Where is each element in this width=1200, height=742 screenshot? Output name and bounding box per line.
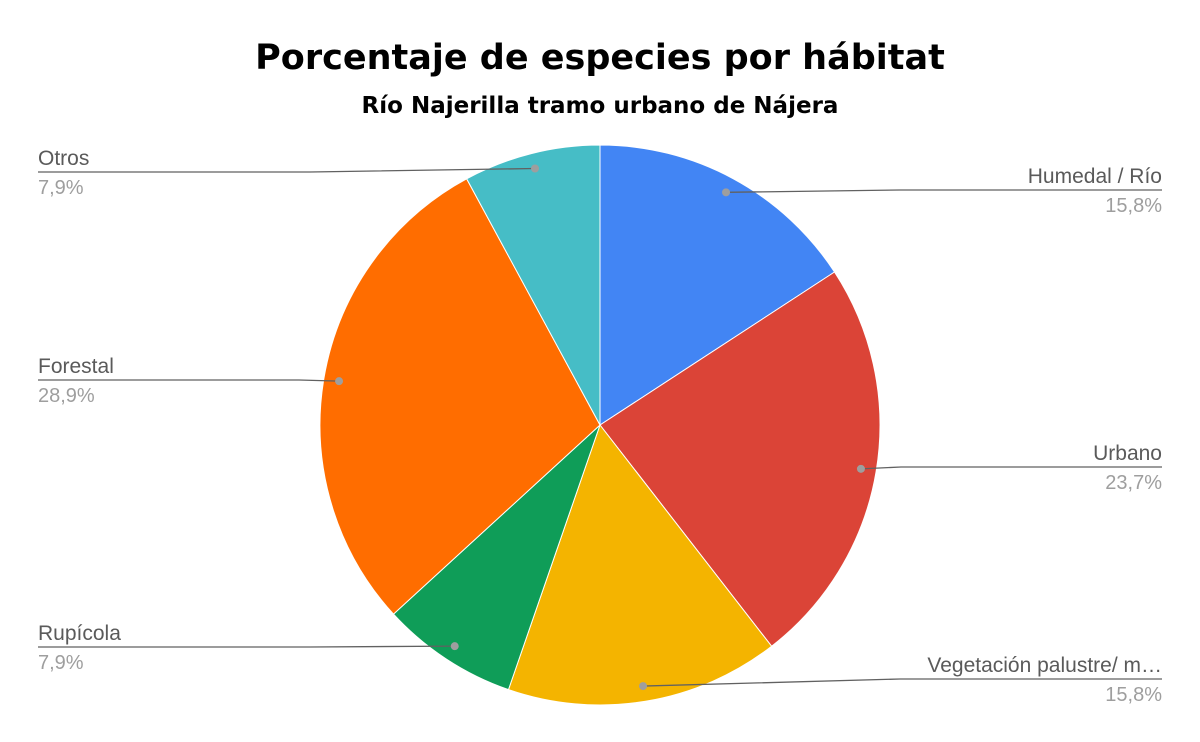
leader-dot-vegetacion-palustre-m [639,682,647,690]
leader-line-forestal [38,380,339,381]
leader-dot-otros [531,165,539,173]
slice-label-forestal: Forestal [38,355,114,378]
leader-line-rupicola [38,646,455,647]
slice-percent-urbano: 23,7% [1105,472,1162,494]
slice-label-vegetacion-palustre-m: Vegetación palustre/ m… [927,654,1162,677]
slice-percent-forestal: 28,9% [38,385,95,407]
slice-percent-rupicola: 7,9% [38,652,84,674]
slice-label-otros: Otros [38,147,89,170]
leader-line-otros [38,169,535,172]
slice-percent-humedal-rio: 15,8% [1105,195,1162,217]
chart-title: Porcentaje de especies por hábitat [255,38,945,78]
slice-percent-otros: 7,9% [38,177,84,199]
leader-line-vegetacion-palustre-m [643,679,1162,686]
slice-label-rupicola: Rupícola [38,622,121,645]
slice-percent-vegetacion-palustre-m: 15,8% [1105,684,1162,706]
chart-subtitle: Río Najerilla tramo urbano de Nájera [362,93,839,119]
leader-line-humedal-rio [726,190,1162,192]
leader-dot-urbano [857,465,865,473]
pie-slices [320,145,880,705]
leader-dot-humedal-rio [722,188,730,196]
leader-dot-forestal [335,377,343,385]
slice-label-urbano: Urbano [1093,442,1162,465]
slice-label-humedal-rio: Humedal / Río [1028,165,1162,188]
leader-line-urbano [861,467,1162,469]
leader-dot-rupicola [451,642,459,650]
